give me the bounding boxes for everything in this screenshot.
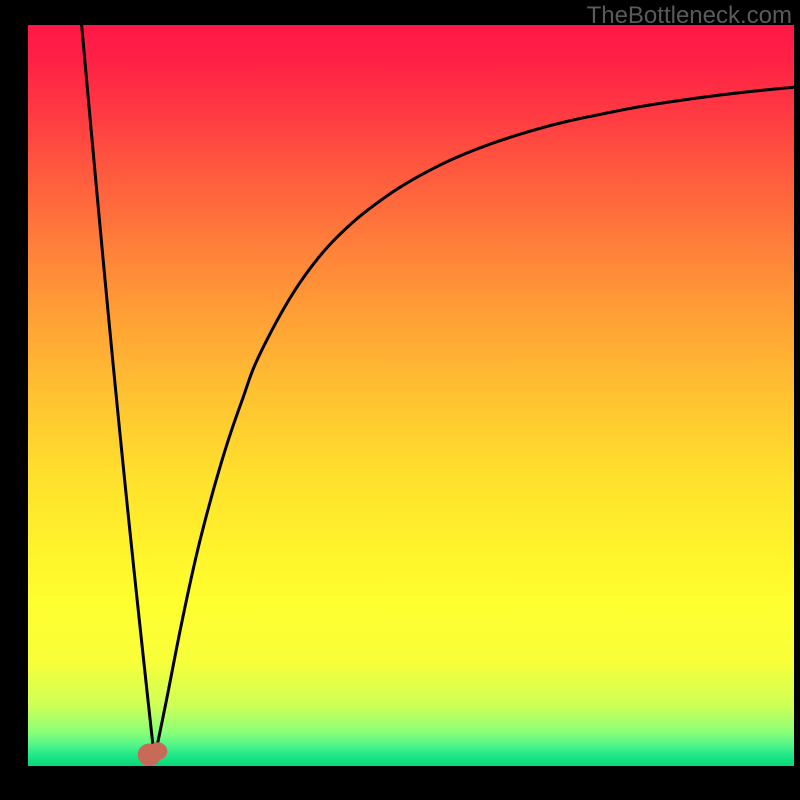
curve-layer xyxy=(28,25,794,766)
plot-area xyxy=(28,25,794,766)
bottleneck-curve xyxy=(82,25,794,759)
optimum-marker xyxy=(138,742,168,766)
watermark-text: TheBottleneck.com xyxy=(587,2,792,30)
chart-frame: TheBottleneck.com xyxy=(0,0,800,800)
